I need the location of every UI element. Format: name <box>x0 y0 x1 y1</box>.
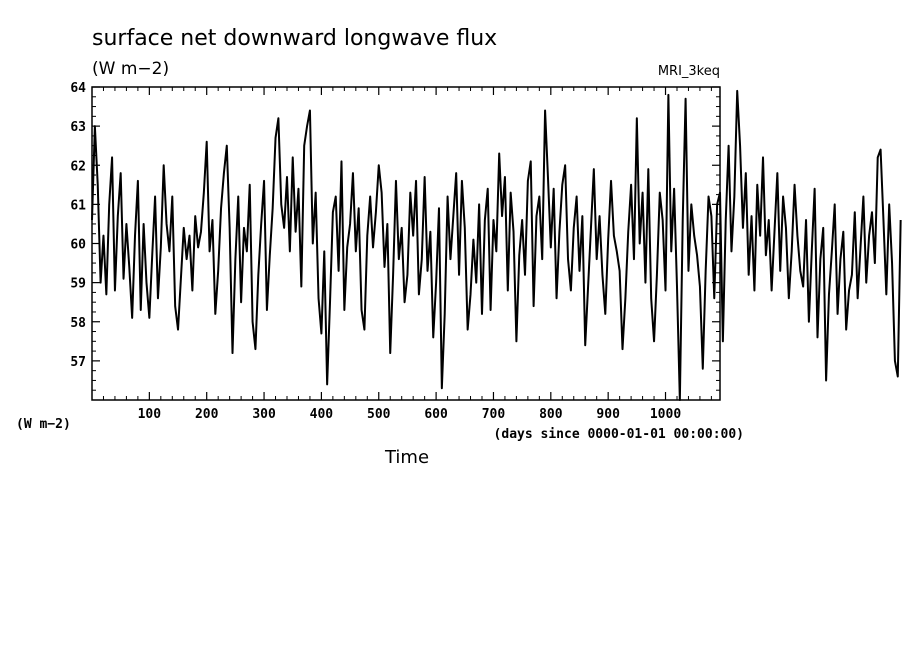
series-line-0 <box>91 89 902 401</box>
y-tick-label: 58 <box>70 316 86 331</box>
y-tick-label: 57 <box>70 355 86 370</box>
x-tick-label: 1000 <box>650 407 681 422</box>
y-tick-label: 63 <box>70 120 86 135</box>
model-label: MRI_3keq <box>658 64 720 79</box>
y-tick-label: 62 <box>70 159 86 174</box>
x-axis-units-label: (days since 0000-01-01 00:00:00) <box>494 427 744 442</box>
x-tick-label: 800 <box>539 407 563 422</box>
y-tick-label: 64 <box>70 81 86 96</box>
axes-layer: 100 200 300 400 500 600 700 800 900 1000 57 58 59 60 6… <box>70 81 721 422</box>
y-tick-label: 60 <box>70 238 86 253</box>
x-tick-label: 900 <box>596 407 620 422</box>
x-tick-label: 500 <box>367 407 391 422</box>
x-tick-label: 700 <box>482 407 506 422</box>
x-tick-label: 400 <box>310 407 334 422</box>
x-axis-label: Time <box>384 447 429 468</box>
y-tick-label: 59 <box>70 277 86 292</box>
x-tick-label: 600 <box>424 407 448 422</box>
chart-units: (W m−2) <box>92 59 169 79</box>
series-layer <box>91 89 902 401</box>
x-tick-label: 200 <box>195 407 219 422</box>
x-tick-label: 300 <box>252 407 276 422</box>
plot-frame <box>91 86 721 401</box>
x-tick-label: 100 <box>138 407 162 422</box>
y-axis-units-label: (W m−2) <box>16 417 71 432</box>
y-tick-label: 61 <box>70 198 86 213</box>
chart-title: surface net downward longwave flux <box>92 26 497 51</box>
